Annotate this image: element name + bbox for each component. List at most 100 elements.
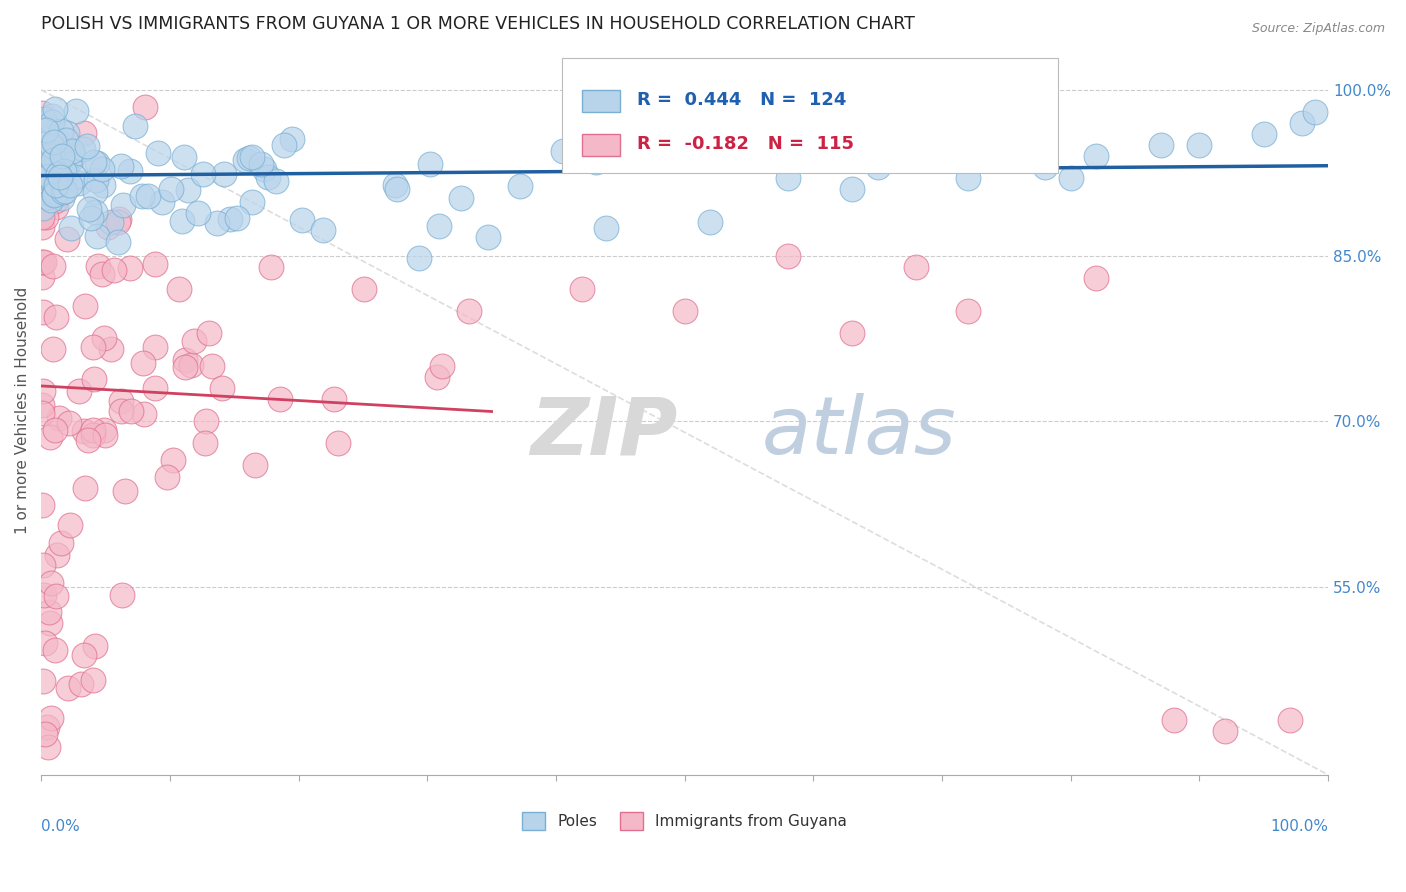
Point	[82, 673, 104, 687]
Point	[211, 381, 233, 395]
Point	[84, 186, 107, 200]
Point	[110, 159, 132, 173]
Point	[291, 213, 314, 227]
Point	[430, 359, 453, 373]
Point	[193, 167, 215, 181]
Point	[39, 193, 62, 207]
Point	[32, 114, 55, 128]
Point	[93, 331, 115, 345]
Point	[38, 194, 60, 208]
Point	[45, 137, 67, 152]
Point	[177, 183, 200, 197]
Point	[194, 414, 217, 428]
Point	[55, 140, 77, 154]
Point	[94, 428, 117, 442]
FancyBboxPatch shape	[562, 58, 1057, 173]
Point	[31, 270, 53, 285]
Point	[67, 384, 90, 399]
Point	[63, 169, 86, 184]
Point	[477, 230, 499, 244]
Point	[84, 205, 107, 219]
Point	[114, 484, 136, 499]
Point	[44, 194, 66, 208]
Point	[124, 119, 146, 133]
Point	[571, 282, 593, 296]
Point	[34, 636, 56, 650]
Point	[233, 153, 256, 167]
Legend: Poles, Immigrants from Guyana: Poles, Immigrants from Guyana	[516, 805, 853, 837]
Point	[100, 214, 122, 228]
Point	[35, 122, 58, 136]
Point	[1213, 723, 1236, 738]
Point	[42, 259, 65, 273]
Point	[100, 343, 122, 357]
Point	[32, 558, 55, 572]
Point	[39, 575, 62, 590]
Point	[111, 588, 134, 602]
Point	[34, 727, 56, 741]
Text: 0.0%: 0.0%	[41, 819, 80, 833]
Point	[51, 148, 73, 162]
Point	[841, 326, 863, 340]
Point	[323, 392, 346, 407]
Point	[1150, 138, 1173, 153]
Point	[183, 334, 205, 348]
Point	[699, 215, 721, 229]
Point	[44, 642, 66, 657]
Point	[905, 260, 928, 274]
Point	[45, 158, 67, 172]
Point	[42, 188, 65, 202]
Point	[31, 106, 53, 120]
Point	[45, 178, 67, 192]
Point	[76, 138, 98, 153]
Point	[46, 132, 69, 146]
Point	[37, 120, 59, 135]
Point	[103, 263, 125, 277]
Point	[34, 112, 56, 127]
Point	[31, 254, 53, 268]
Point	[172, 213, 194, 227]
Point	[266, 173, 288, 187]
Point	[148, 145, 170, 160]
Point	[31, 498, 53, 512]
Point	[1085, 270, 1108, 285]
Point	[108, 212, 131, 227]
Point	[187, 206, 209, 220]
Point	[353, 282, 375, 296]
Point	[1060, 171, 1083, 186]
Point	[79, 211, 101, 226]
Point	[150, 194, 173, 209]
Point	[38, 153, 60, 168]
Point	[55, 133, 77, 147]
Point	[240, 150, 263, 164]
Point	[1291, 116, 1313, 130]
Y-axis label: 1 or more Vehicles in Household: 1 or more Vehicles in Household	[15, 286, 30, 533]
Point	[131, 356, 153, 370]
Point	[48, 137, 70, 152]
Point	[419, 157, 441, 171]
Point	[427, 219, 450, 234]
Point	[72, 126, 94, 140]
FancyBboxPatch shape	[582, 134, 620, 156]
Point	[49, 536, 72, 550]
Point	[38, 149, 60, 163]
Point	[180, 358, 202, 372]
Point	[62, 147, 84, 161]
Point	[1188, 138, 1211, 153]
Text: R =  0.444   N =  124: R = 0.444 N = 124	[637, 91, 846, 110]
Point	[37, 136, 59, 150]
Point	[1085, 149, 1108, 163]
Point	[118, 164, 141, 178]
Point	[214, 167, 236, 181]
Point	[39, 615, 62, 630]
Point	[45, 169, 67, 184]
Point	[59, 220, 82, 235]
Point	[59, 518, 82, 533]
Text: POLISH VS IMMIGRANTS FROM GUYANA 1 OR MORE VEHICLES IN HOUSEHOLD CORRELATION CHA: POLISH VS IMMIGRANTS FROM GUYANA 1 OR MO…	[41, 15, 915, 33]
Point	[55, 232, 77, 246]
Point	[82, 427, 104, 442]
Point	[41, 139, 63, 153]
Point	[107, 215, 129, 229]
Point	[1253, 127, 1275, 141]
Point	[841, 182, 863, 196]
